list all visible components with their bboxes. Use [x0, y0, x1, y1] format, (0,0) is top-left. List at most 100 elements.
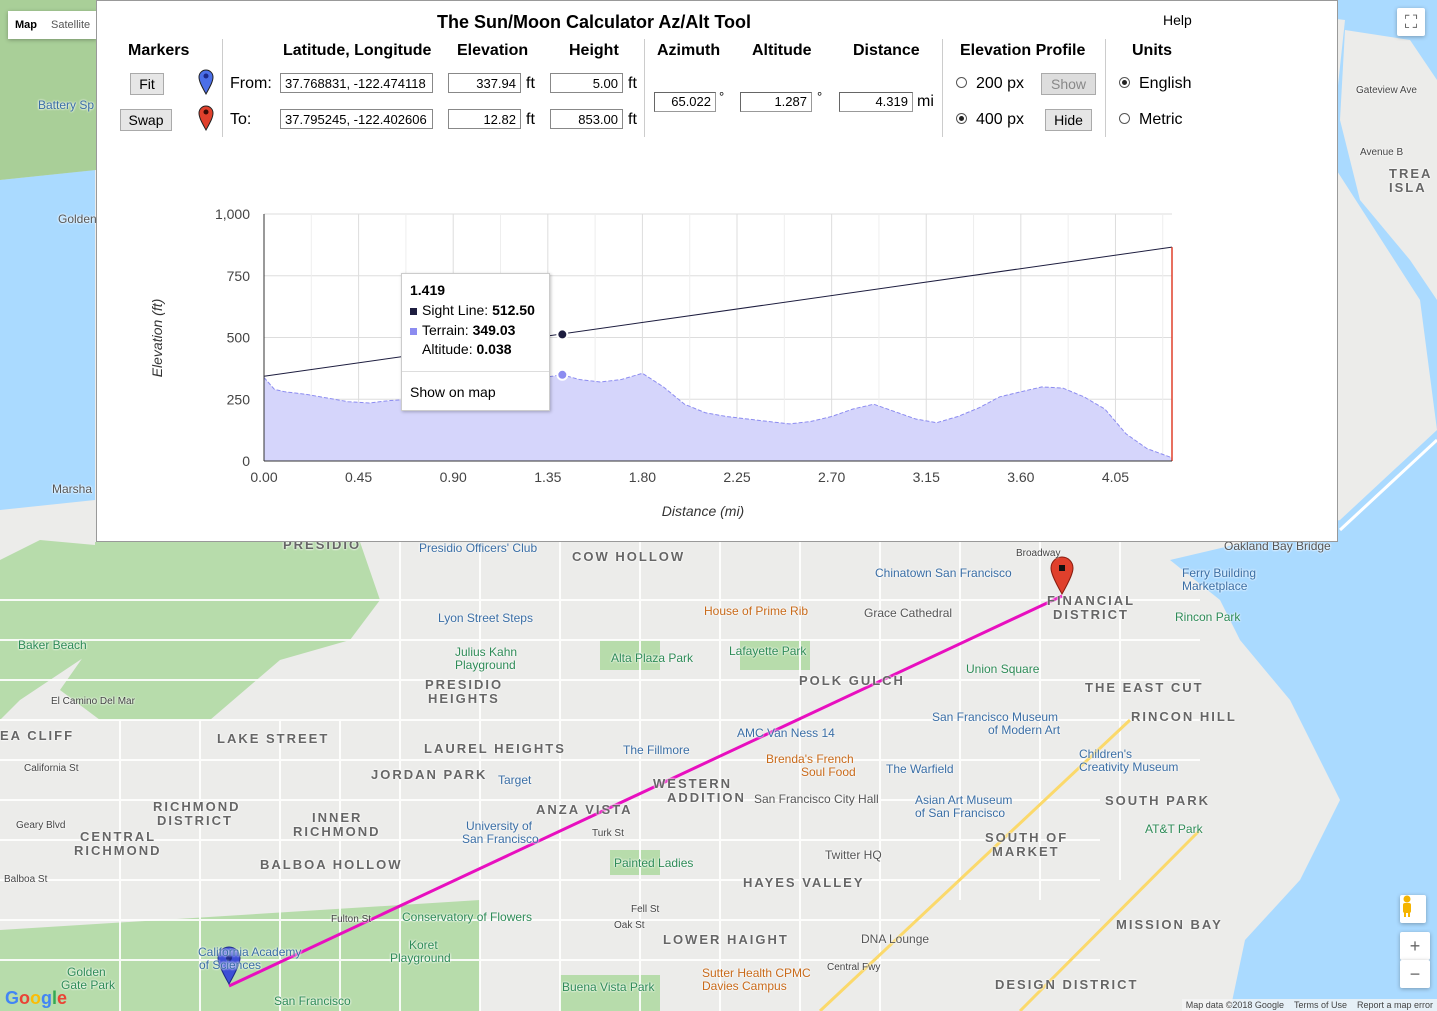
x-tick-label: 0.90: [440, 469, 467, 485]
profile-200-radio[interactable]: [956, 77, 967, 88]
profile-400-label: 400 px: [976, 111, 1025, 128]
map-label: of Modern Art: [988, 723, 1061, 737]
from-latlon-input[interactable]: [280, 73, 433, 93]
map-label: DISTRICT: [1053, 607, 1129, 622]
unit-label: ft: [526, 111, 535, 128]
map-label: San Francisco Museum: [932, 710, 1059, 724]
map-label: ADDITION: [667, 790, 746, 805]
map-label: ANZA VISTA: [536, 802, 633, 817]
map-label: LAKE STREET: [217, 731, 330, 746]
tooltip-altitude-row: Altitude: 0.038: [422, 341, 512, 357]
map-label: Lyon Street Steps: [438, 611, 533, 625]
azimuth-value: 65.022: [654, 92, 716, 112]
street-view-pegman-button[interactable]: [1400, 895, 1426, 923]
map-label: House of Prime Rib: [704, 604, 809, 618]
terms-link[interactable]: Terms of Use: [1293, 1000, 1347, 1010]
zoom-in-button[interactable]: +: [1400, 932, 1430, 960]
map-label: RINCON HILL: [1131, 709, 1237, 724]
map-label: POLK GULCH: [799, 673, 905, 688]
show-profile-button[interactable]: Show: [1041, 73, 1096, 95]
map-from-marker: [217, 946, 241, 986]
map-label: Ferry Building: [1182, 566, 1257, 580]
map-label: ISLA: [1389, 180, 1427, 195]
map-label: Broadway: [1016, 548, 1061, 559]
show-on-map-link[interactable]: Show on map: [410, 384, 496, 400]
google-logo: Google: [5, 988, 68, 1008]
map-label: Gate Park: [61, 978, 116, 992]
tooltip-terrain-value: 349.03: [472, 322, 516, 338]
map-label: WESTERN: [653, 776, 732, 791]
units-metric-radio[interactable]: [1119, 113, 1130, 124]
map-label: MISSION BAY: [1116, 917, 1223, 932]
units-english-radio[interactable]: [1119, 77, 1130, 88]
map-label: San Francisco: [274, 994, 351, 1008]
map-label: California St: [24, 763, 79, 774]
sight-line-hover-point: [556, 328, 569, 341]
elevation-profile-chart[interactable]: 0.00 0.45 0.90 1.35 1.80 2.25 2.70 3.15 3.60 4.05…: [97, 1, 1337, 541]
map-data-attribution: Map data ©2018 Google: [1185, 1000, 1284, 1010]
map-label: El Camino Del Mar: [51, 696, 135, 707]
map-label: Target: [498, 773, 532, 787]
fit-button[interactable]: Fit: [130, 73, 164, 95]
y-tick-label: 500: [227, 330, 251, 346]
map-label: Lafayette Park: [729, 644, 807, 658]
unit-label: ft: [526, 75, 535, 92]
map-label: Golden: [58, 212, 97, 226]
height-header: Height: [569, 42, 619, 59]
fullscreen-button[interactable]: ⛶: [1397, 8, 1425, 36]
to-elevation-input[interactable]: [448, 109, 521, 129]
map-label: Turk St: [592, 828, 624, 839]
map-type-satellite-button[interactable]: Satellite: [51, 19, 91, 31]
map-label: SOUTH PARK: [1105, 793, 1210, 808]
map-label: Playground: [455, 658, 516, 672]
map-label: Grace Cathedral: [864, 606, 953, 620]
map-label: LAUREL HEIGHTS: [424, 741, 566, 756]
zoom-out-button[interactable]: −: [1400, 960, 1430, 988]
y-axis-title: Elevation (ft): [149, 299, 165, 378]
report-error-link[interactable]: Report a map error: [1356, 1000, 1433, 1010]
map-label: Union Square: [966, 662, 1040, 676]
map-label: HEIGHTS: [428, 691, 500, 706]
to-marker-icon[interactable]: [198, 103, 214, 131]
fullscreen-icon: ⛶: [1404, 11, 1418, 32]
profile-400-radio[interactable]: [956, 113, 967, 124]
from-height-input[interactable]: [550, 73, 623, 93]
map-label: HAYES VALLEY: [743, 875, 865, 890]
distance-header: Distance: [853, 42, 920, 59]
map-label: Twitter HQ: [825, 848, 882, 862]
map-label: DNA Lounge: [861, 932, 930, 946]
map-label: Oakland Bay Bridge: [1224, 539, 1331, 553]
map-label: University of: [466, 819, 533, 833]
map-label: of San Francisco: [915, 806, 1006, 820]
x-tick-label: 1.80: [629, 469, 656, 485]
to-latlon-input[interactable]: [280, 109, 433, 129]
from-marker-icon[interactable]: [198, 67, 214, 95]
map-label: The Fillmore: [623, 743, 690, 757]
az-alt-tool-panel: The Sun/Moon Calculator Az/Alt Tool Help…: [96, 0, 1338, 542]
from-elevation-input[interactable]: [448, 73, 521, 93]
map-label: of Sciences: [199, 958, 262, 972]
tooltip-altitude-label: Altitude:: [422, 341, 473, 357]
map-label: Chinatown San Francisco: [875, 566, 1012, 580]
tooltip-terrain-label: Terrain:: [422, 322, 469, 338]
to-height-input[interactable]: [550, 109, 623, 129]
divider: [1105, 39, 1106, 137]
units-metric-label: Metric: [1139, 111, 1183, 128]
to-label: To:: [230, 111, 252, 128]
map-label: Soul Food: [801, 765, 856, 779]
help-link[interactable]: Help: [1163, 12, 1192, 28]
map-label: RICHMOND: [153, 799, 241, 814]
map-label: San Francisco City Hall: [754, 792, 879, 806]
x-tick-label: 2.70: [818, 469, 845, 485]
hide-profile-button[interactable]: Hide: [1045, 109, 1092, 131]
map-label: Sutter Health CPMC: [702, 966, 811, 980]
map-label: CENTRAL: [80, 829, 157, 844]
map-label: Rincon Park: [1175, 610, 1241, 624]
map-type-map-button[interactable]: Map: [15, 19, 37, 31]
map-label: MARKET: [992, 844, 1060, 859]
tooltip-sight-label: Sight Line:: [422, 302, 489, 318]
map-label: Presidio Officers' Club: [419, 541, 538, 555]
swap-button[interactable]: Swap: [120, 109, 172, 131]
map-label: TREA: [1389, 166, 1433, 181]
y-tick-label: 1,000: [215, 206, 250, 222]
